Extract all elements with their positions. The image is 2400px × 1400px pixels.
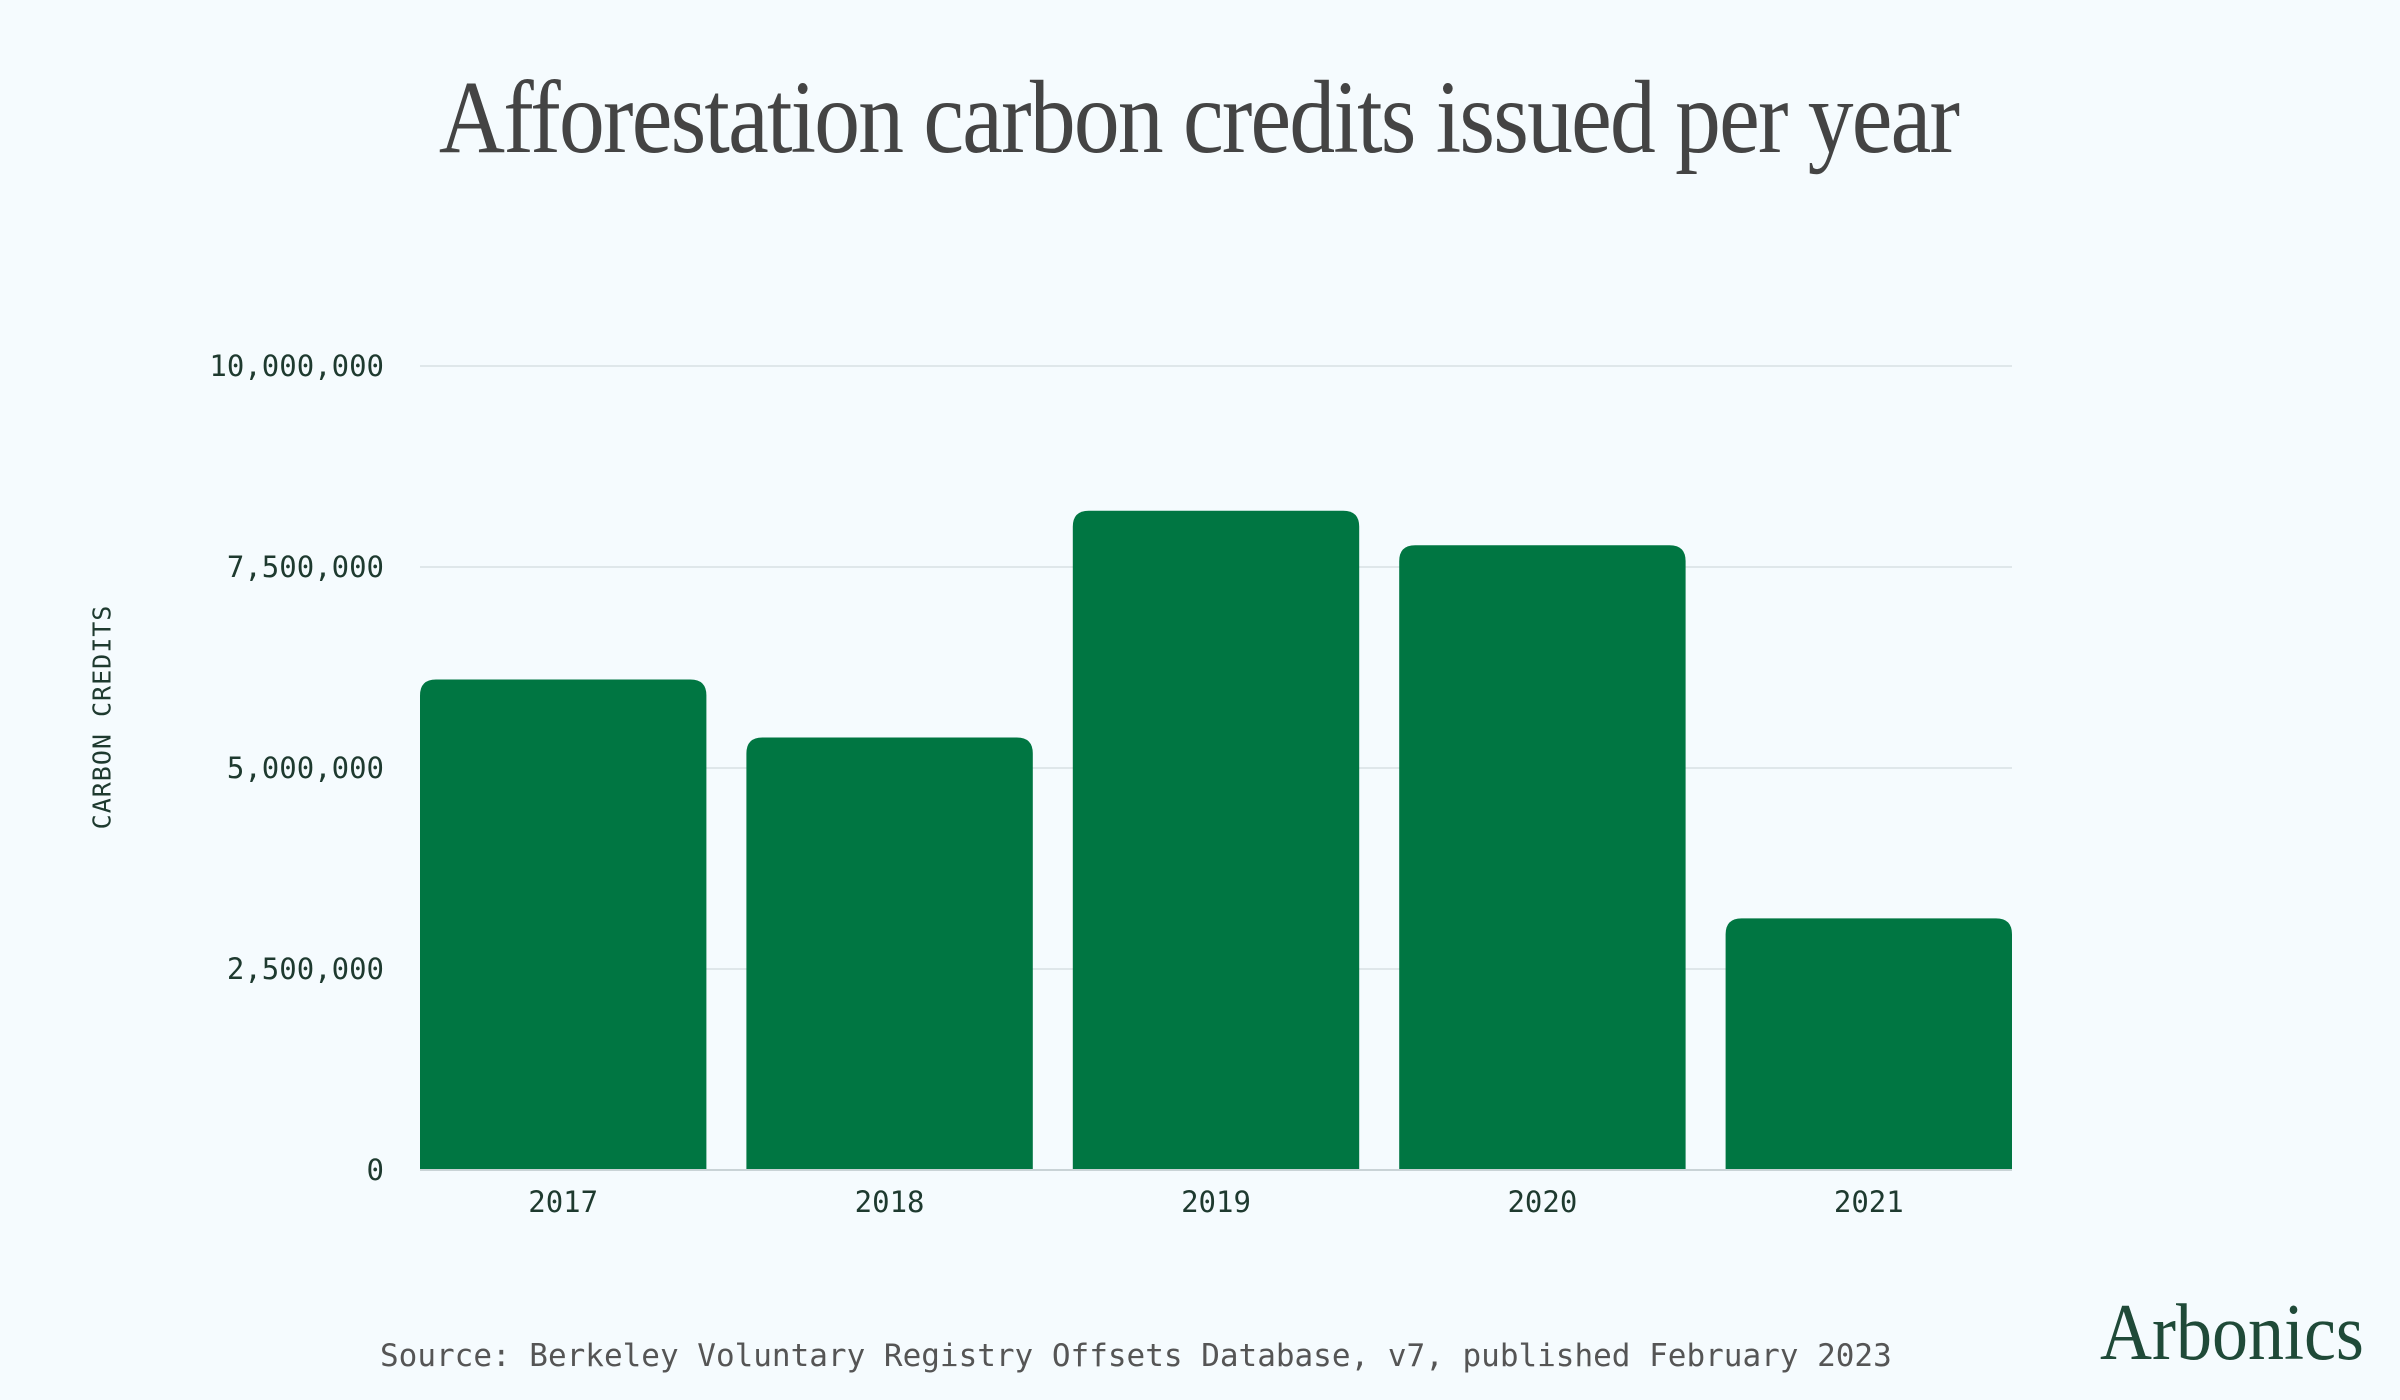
y-tick-label: 0 — [367, 1153, 384, 1187]
bar-2018 — [746, 737, 1033, 1170]
x-tick-label: 2018 — [855, 1185, 925, 1219]
y-tick-label: 10,000,000 — [209, 349, 384, 383]
x-tick-label: 2019 — [1181, 1185, 1251, 1219]
bar-2019 — [1072, 510, 1360, 1171]
bar-2017 — [420, 679, 707, 1170]
bars — [420, 510, 2012, 1171]
y-axis-ticks: 0 2,500,000 5,000,000 7,500,000 10,000,000 — [209, 349, 384, 1187]
x-tick-label: 2020 — [1507, 1185, 1577, 1219]
x-axis-ticks: 2017 2018 2019 2020 2021 — [528, 1185, 1903, 1219]
brand-logo: Arbonics — [2100, 1289, 2364, 1377]
bar-2020 — [1399, 545, 1686, 1170]
bar-2021 — [1725, 918, 2012, 1170]
y-tick-label: 2,500,000 — [227, 952, 384, 986]
source-note: Source: Berkeley Voluntary Registry Offs… — [380, 1338, 1892, 1374]
y-tick-label: 5,000,000 — [227, 751, 384, 785]
x-tick-label: 2021 — [1834, 1185, 1904, 1219]
chart-title: Afforestation carbon credits issued per … — [438, 60, 1960, 175]
x-tick-label: 2017 — [528, 1185, 598, 1219]
y-tick-label: 7,500,000 — [227, 550, 384, 584]
